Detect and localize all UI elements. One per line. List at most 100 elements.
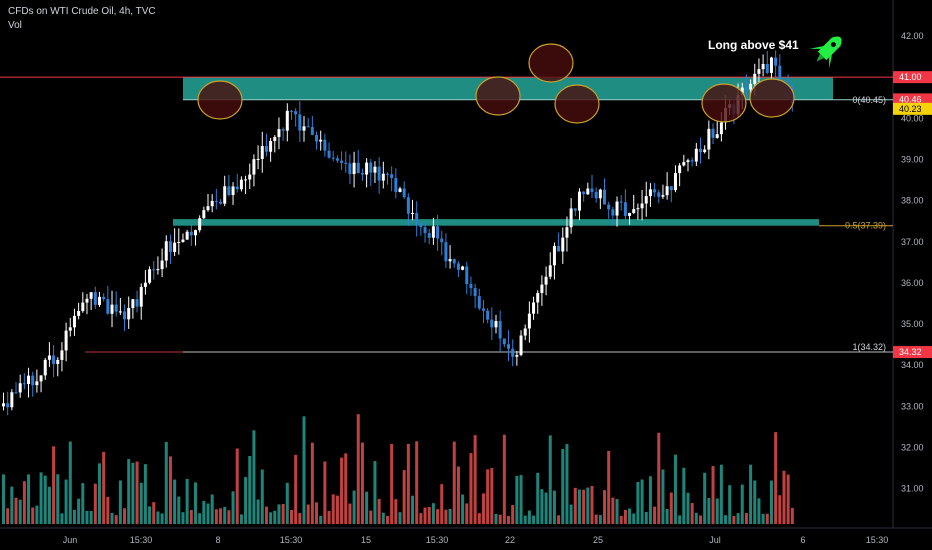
candle (164, 235, 168, 268)
candle (769, 56, 773, 80)
volume-bar (344, 453, 348, 524)
chart-title: CFDs on WTI Crude Oil, 4h, TVC (8, 6, 156, 17)
candle-body (444, 242, 448, 262)
candle-body (536, 293, 540, 303)
candle-body (707, 128, 711, 150)
candle (561, 227, 565, 264)
candle (648, 183, 652, 207)
candle-body (648, 189, 652, 197)
volume-bar (289, 509, 293, 524)
candle-body (327, 150, 331, 158)
rocket-flame (816, 53, 825, 62)
candle (177, 228, 181, 255)
candle-body (715, 134, 719, 138)
volume-bar (219, 508, 223, 524)
candle-body (477, 296, 481, 309)
volume-bar (632, 513, 636, 524)
candle-body (277, 129, 281, 138)
candle-body (206, 206, 210, 211)
candle (565, 216, 569, 252)
candle-body (189, 231, 193, 236)
volume-bar (223, 506, 227, 524)
candle (411, 199, 415, 221)
candle-body (778, 65, 782, 81)
volume-bar (244, 477, 248, 524)
candle (603, 178, 607, 205)
candle (423, 221, 427, 243)
volume-bar (43, 475, 47, 524)
volume-bar (123, 508, 127, 524)
candle (582, 191, 586, 202)
candle (377, 157, 381, 194)
candle-body (331, 157, 335, 159)
candle (248, 163, 252, 190)
candle (298, 101, 302, 143)
candle-body (118, 311, 122, 313)
volume-bar (143, 464, 147, 524)
candle (193, 229, 197, 246)
candle (569, 198, 573, 234)
candle-body (481, 308, 485, 311)
candle (72, 308, 76, 336)
candle (611, 206, 615, 226)
candle-body (160, 260, 164, 270)
candle-body (494, 321, 498, 328)
candle-body (285, 110, 289, 131)
volume-bar (39, 472, 43, 524)
candle (47, 342, 51, 367)
candle-body (436, 226, 440, 239)
candle (577, 188, 581, 221)
y-tick-label: 35.00 (901, 319, 924, 329)
candle-body (294, 111, 298, 115)
candle (436, 215, 440, 251)
candle-body (193, 230, 197, 236)
volume-bar (106, 496, 110, 524)
volume-bar (490, 468, 494, 524)
candle (260, 131, 264, 173)
candle-body (686, 160, 690, 163)
candle (223, 175, 227, 207)
volume-bar (665, 508, 669, 524)
price-tag-label: 41.00 (899, 72, 922, 82)
volume-bar (139, 482, 143, 524)
candle-body (511, 348, 515, 357)
volume-bar (569, 504, 573, 524)
volume-bar (774, 432, 778, 524)
candle-body (340, 160, 344, 163)
candle (690, 157, 694, 167)
x-tick-label: 15:30 (866, 535, 889, 545)
volume-bar (6, 508, 10, 524)
volume-bar (532, 515, 536, 524)
volume-bar (10, 486, 14, 524)
candle-body (719, 122, 723, 135)
candle-body (298, 114, 302, 131)
candle-body (14, 392, 18, 394)
candle (540, 275, 544, 306)
x-tick-label: 8 (215, 535, 220, 545)
volume-bar (728, 485, 732, 524)
volume-bar (168, 456, 172, 524)
candle-body (381, 173, 385, 181)
candle (315, 131, 319, 150)
candle (557, 232, 561, 252)
candle (573, 208, 577, 217)
volume-bar (699, 515, 703, 524)
price-tag: 41.00 (893, 71, 932, 84)
candle (394, 168, 398, 199)
volume-bar (448, 508, 452, 524)
candle (273, 135, 277, 153)
candle-body (749, 83, 753, 90)
candle (448, 245, 452, 269)
volume-bar (210, 494, 214, 524)
candle-body (619, 201, 623, 203)
candle-body (594, 191, 598, 199)
y-tick-label: 42.00 (901, 31, 924, 41)
volume-bar (456, 466, 460, 524)
candle (43, 357, 47, 380)
volume-bar (193, 482, 197, 524)
candle (469, 276, 473, 296)
candle-body (427, 233, 431, 238)
candle-body (690, 160, 694, 162)
candle-body (168, 241, 172, 252)
